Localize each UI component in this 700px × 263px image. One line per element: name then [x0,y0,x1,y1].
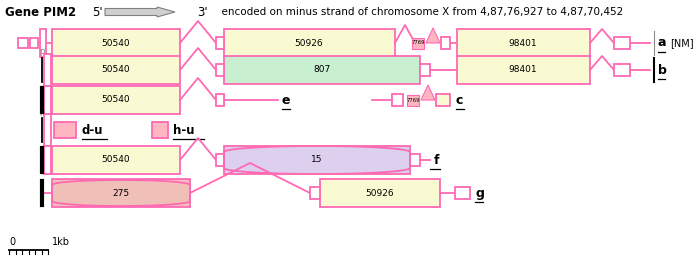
Bar [216,64,224,76]
Text: d-u: d-u [82,124,104,136]
Text: p: p [39,47,45,56]
Polygon shape [426,28,440,43]
Bar [52,29,180,57]
Bar [420,64,430,76]
Text: Gene PIM2: Gene PIM2 [5,6,76,18]
Text: [NM]: [NM] [670,38,694,48]
Text: 50926: 50926 [295,38,323,48]
Text: 275: 275 [113,189,130,198]
Bar [614,64,630,76]
Text: 0: 0 [9,237,15,247]
Bar [52,179,190,207]
Text: 7769: 7769 [406,98,420,103]
Text: 50540: 50540 [102,95,130,104]
Text: h-u: h-u [173,124,195,136]
Bar [216,37,224,49]
Text: 3': 3' [197,6,208,18]
Bar [441,37,450,49]
Bar [40,29,46,57]
Bar [412,38,424,48]
Text: 807: 807 [314,65,330,74]
Text: f: f [434,154,440,166]
Bar [410,154,420,166]
Bar [52,146,180,174]
Bar [407,94,419,105]
Bar [152,122,168,138]
Text: encoded on minus strand of chromosome X from 4,87,76,927 to 4,87,70,452: encoded on minus strand of chromosome X … [215,7,623,17]
Text: 50540: 50540 [102,155,130,164]
Text: a: a [658,37,666,49]
Bar [224,146,410,174]
Bar [44,146,51,174]
Bar [54,122,76,138]
Bar [44,114,51,146]
Bar [457,56,590,84]
Bar [320,179,440,207]
Text: 98401: 98401 [509,38,538,48]
Bar [44,86,51,114]
Text: 1kb: 1kb [52,237,70,247]
Bar [18,38,28,48]
Text: 50926: 50926 [365,189,394,198]
Bar [44,54,51,86]
FancyArrow shape [105,7,175,17]
Bar [52,86,180,114]
Bar [224,29,395,57]
Bar [52,56,180,84]
Text: 5': 5' [92,6,103,18]
Bar [30,38,38,48]
Bar [216,154,224,166]
Bar [455,187,470,199]
Text: p: p [39,107,45,116]
Bar [457,29,590,57]
Text: 50540: 50540 [102,65,130,74]
Text: 15: 15 [312,155,323,164]
Bar [310,187,320,199]
Text: g: g [475,186,484,200]
Text: 7769: 7769 [412,41,425,45]
Text: e: e [282,94,290,107]
Text: c: c [456,94,463,107]
Text: b: b [658,63,667,77]
Text: 50540: 50540 [102,38,130,48]
Bar [392,94,403,106]
Polygon shape [421,85,435,100]
Bar [436,94,450,106]
Bar [224,56,420,84]
Bar [216,94,224,106]
Text: 98401: 98401 [509,65,538,74]
Bar [614,37,630,49]
